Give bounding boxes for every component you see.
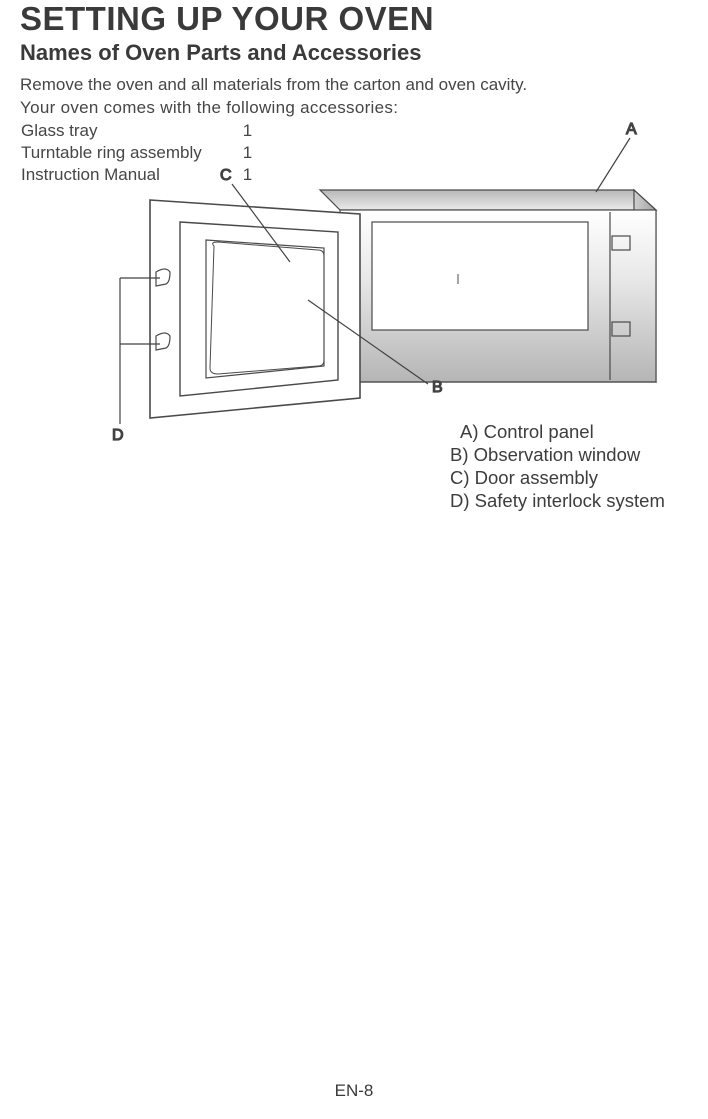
intro-text: Remove the oven and all materials from t… [20,74,688,96]
page-title: SETTING UP YOUR OVEN [20,0,688,38]
label-d: D [112,427,124,444]
cavity-window [372,222,588,330]
legend: A) Control panel B) Observation window C… [460,420,665,513]
label-b: B [432,379,443,396]
legend-item: B) Observation window [450,443,665,466]
label-c: C [220,167,232,184]
oven-diagram: A C B D A) Control panel B) Observation … [20,122,688,482]
legend-item: C) Door assembly [450,466,665,489]
accessories-intro: Your oven comes with the following acces… [20,98,688,118]
legend-item: A) Control panel [460,420,665,443]
door-assembly [150,200,360,418]
label-a: A [626,122,637,138]
page-subtitle: Names of Oven Parts and Accessories [20,40,688,66]
legend-item: D) Safety interlock system [450,489,665,512]
page-footer: EN-8 [0,1081,708,1101]
